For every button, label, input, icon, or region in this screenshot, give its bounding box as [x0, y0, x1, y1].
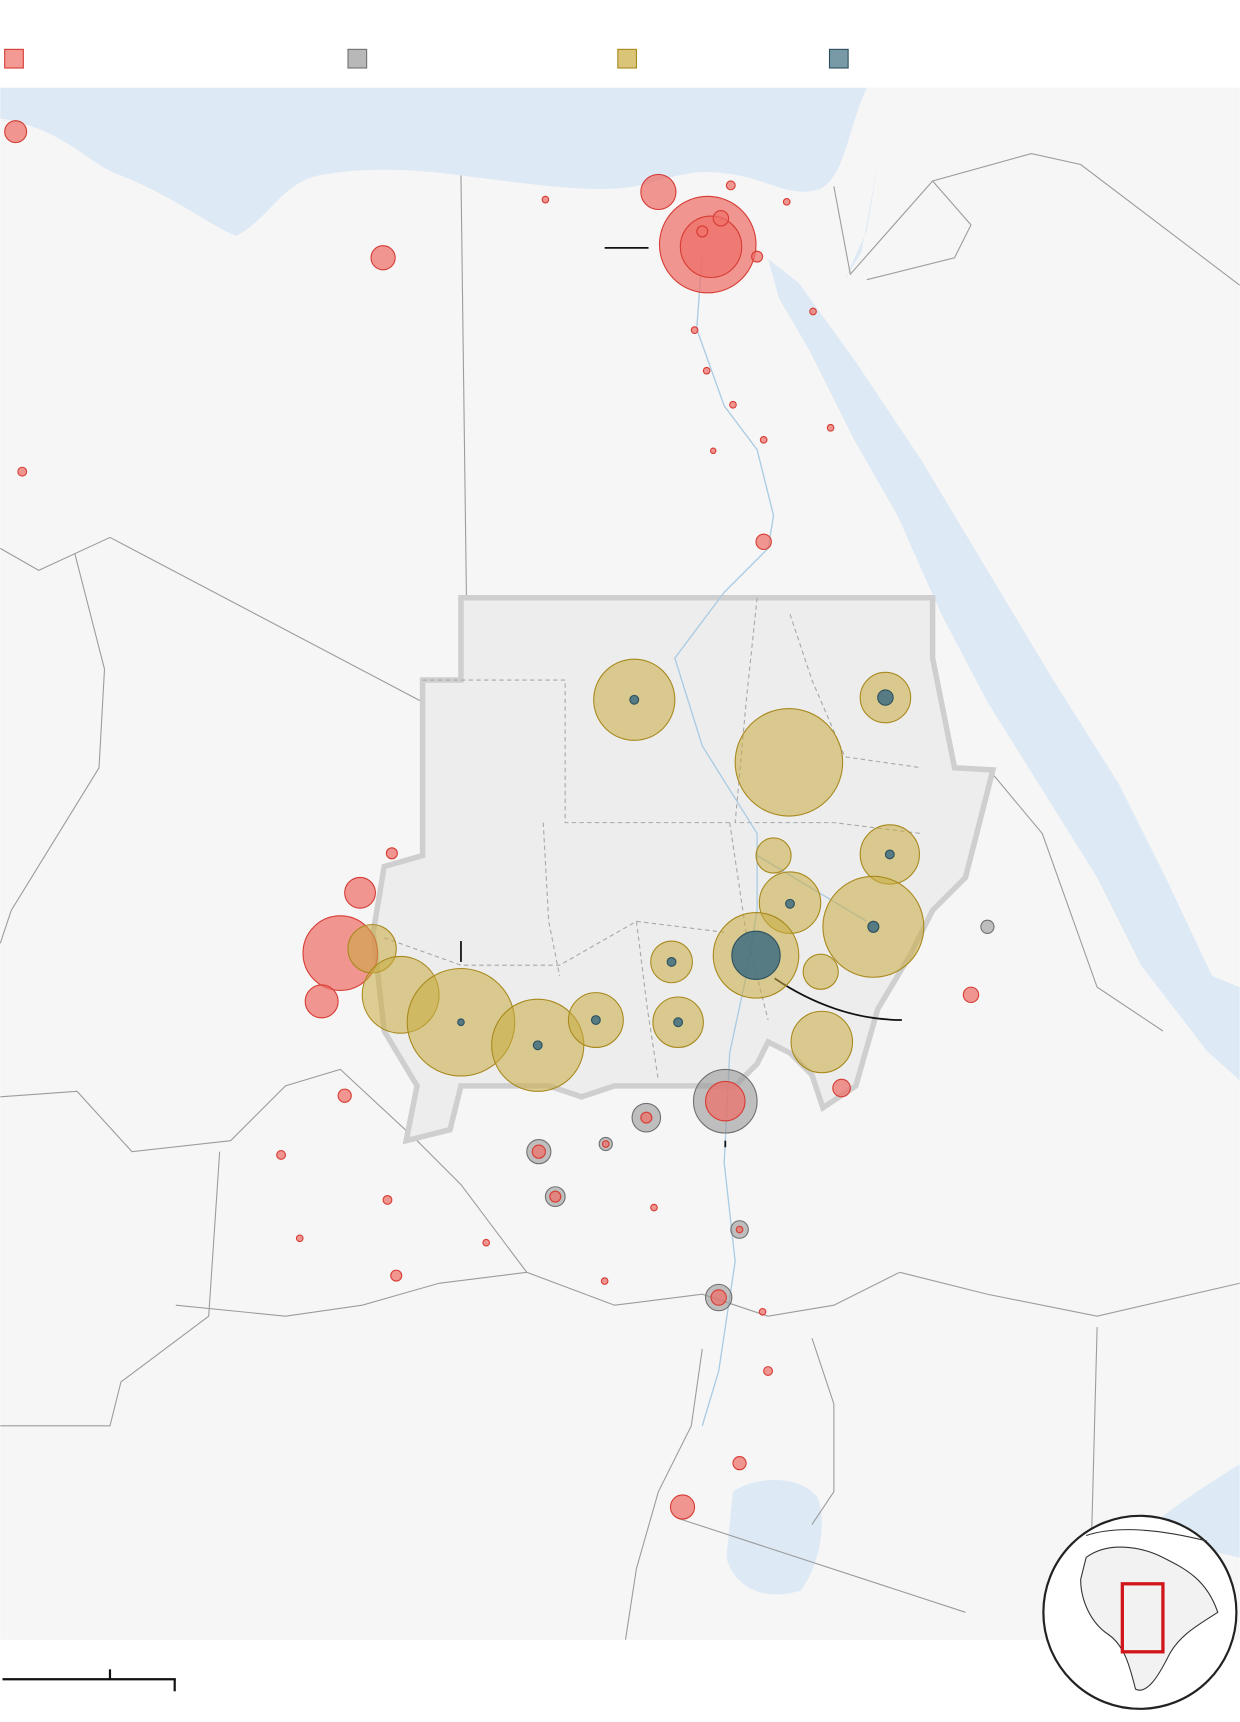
refugee-bubble [640, 173, 677, 211]
refugee-bubble [590, 1015, 601, 1025]
refugee-bubble [884, 849, 895, 860]
refugee-bubble [673, 1017, 684, 1028]
sea [0, 87, 867, 236]
refugee-bubble [532, 1040, 543, 1051]
refugee-bubble [712, 210, 730, 227]
legend-swatch [4, 48, 24, 69]
refugee-bubble [344, 876, 376, 909]
refugee-bubble [759, 435, 768, 444]
refugee-bubble [385, 847, 398, 860]
refugee-bubble [725, 180, 736, 191]
globe-land [1085, 1529, 1207, 1542]
refugee-bubble [390, 1269, 403, 1282]
legend-swatch [347, 48, 368, 69]
refugee-bubble [696, 225, 709, 238]
refugee-bubble [826, 423, 835, 432]
refugee-bubble [755, 533, 772, 551]
refugee-bubble [629, 694, 640, 705]
refugee-bubble [690, 326, 699, 334]
refugee-bubble [809, 307, 817, 316]
refugee-bubble [482, 1238, 491, 1247]
lake [726, 1479, 822, 1595]
refugee-bubble [785, 898, 795, 909]
refugee-bubble [758, 1307, 767, 1316]
legend-swatch [617, 48, 638, 69]
refugee-bubble [276, 1150, 287, 1160]
refugee-bubble [763, 1366, 774, 1376]
refugee-bubble [17, 466, 28, 477]
refugee-bubble [600, 1277, 609, 1285]
refugee-bubble [337, 1088, 352, 1103]
sea [768, 258, 1240, 1081]
refugee-bubble [755, 837, 792, 874]
basemap [0, 87, 1240, 1640]
refugee-bubble [640, 1111, 653, 1124]
markers [4, 120, 995, 1520]
refugee-bubble [382, 1194, 393, 1205]
refugee-bubble [729, 400, 737, 409]
refugee-bubble [702, 366, 711, 375]
refugee-bubble [669, 1494, 696, 1520]
refugee-bubble [790, 1010, 854, 1074]
scale-bar [2, 1669, 176, 1692]
refugee-bubble [731, 930, 781, 981]
refugee-bubble [666, 956, 677, 967]
refugee-bubble [549, 1190, 562, 1203]
refugee-bubble [295, 1234, 304, 1243]
refugee-bubble [679, 215, 743, 279]
refugee-bubble [370, 245, 396, 271]
refugee-bubble [4, 120, 28, 144]
leader-line [774, 977, 902, 1021]
refugee-bubble [457, 1018, 465, 1027]
leader-lines [460, 247, 902, 1148]
refugee-bubble [531, 1144, 546, 1159]
locator-globe [1042, 1514, 1238, 1710]
refugee-bubble [650, 1203, 658, 1212]
borders [0, 152, 1240, 1640]
refugee-bubble [541, 195, 550, 204]
refugee-bubble [802, 953, 839, 990]
refugee-bubble [867, 920, 880, 933]
refugee-bubble [980, 919, 995, 934]
refugee-bubble [962, 986, 980, 1004]
refugee-bubble [710, 1289, 727, 1306]
refugee-bubble [732, 1456, 747, 1471]
refugee-bubble [735, 1225, 744, 1234]
legend [4, 48, 849, 69]
refugee-bubble [709, 447, 717, 455]
refugee-bubble [304, 984, 339, 1019]
locator-box [1120, 1582, 1165, 1654]
refugee-bubble [734, 707, 844, 817]
refugee-bubble [782, 197, 791, 206]
refugee-bubble [751, 250, 764, 263]
refugee-bubble [601, 1140, 610, 1148]
legend-swatch [828, 48, 849, 69]
refugee-bubble [705, 1080, 746, 1122]
globe-land [1080, 1546, 1219, 1691]
refugee-bubble [832, 1078, 851, 1098]
refugee-bubble [877, 689, 894, 706]
